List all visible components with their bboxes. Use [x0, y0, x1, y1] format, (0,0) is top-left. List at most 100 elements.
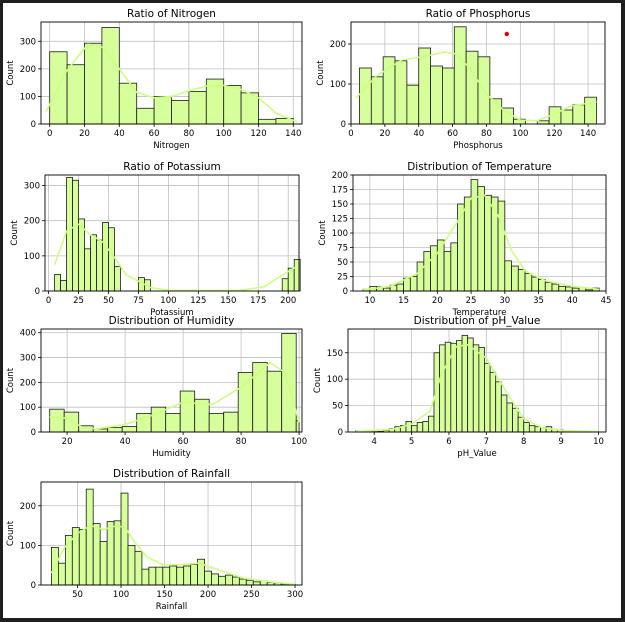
y-tick-label: 0 — [31, 581, 36, 591]
y-tick-label: 200 — [330, 40, 346, 50]
kde-curve — [363, 194, 600, 291]
x-axis-label: Nitrogen — [153, 141, 190, 151]
histogram-bar — [489, 371, 497, 433]
histogram-bar — [478, 347, 485, 433]
chart-title: Distribution of pH_Value — [414, 315, 541, 327]
histogram-bar — [531, 276, 539, 292]
y-tick-label: 200 — [20, 65, 36, 75]
x-tick-label: 100 — [160, 296, 176, 306]
y-axis-label: Count — [6, 520, 16, 546]
histogram-bar — [84, 248, 91, 292]
plot-frame — [44, 174, 300, 292]
histogram-bar — [500, 394, 508, 433]
x-tick-label: 140 — [285, 129, 301, 139]
histogram-bar — [183, 565, 192, 586]
x-tick-label: 7 — [484, 437, 489, 447]
histogram-bar — [477, 186, 485, 292]
histogram-bar — [416, 422, 424, 433]
histogram-bar — [238, 578, 247, 586]
x-tick-label: 40 — [567, 296, 578, 306]
x-tick-label: 8 — [521, 437, 526, 447]
y-tick-label: 100 — [327, 375, 343, 385]
histogram-bar — [396, 283, 404, 292]
histogram-bar — [78, 529, 87, 586]
histogram-bar — [106, 521, 115, 586]
x-tick-label: 140 — [580, 129, 596, 139]
figure-canvas: 0 20 40 60 80 100 120 140 0 100 200 300 Ratio of Nit… — [3, 3, 621, 618]
histogram-bar — [121, 426, 138, 433]
x-axis-label: pH_Value — [457, 449, 496, 459]
histogram-bar — [453, 26, 467, 125]
histogram-bar — [120, 492, 129, 586]
histogram-bar — [565, 286, 573, 292]
y-tick-label: 200 — [20, 502, 36, 512]
y-axis-label: Count — [10, 220, 20, 246]
histogram-bar — [171, 100, 190, 125]
x-tick-label: 20 — [432, 296, 443, 306]
histogram-bar — [108, 227, 115, 292]
x-tick-label: 80 — [481, 129, 492, 139]
y-tick-label: 25 — [337, 273, 348, 283]
histogram-bar — [162, 566, 171, 586]
subplot-4: 10 15 20 25 30 35 40 45 0 25 50 75 100 125 150 175 200 Di… — [318, 161, 611, 318]
histogram-bar — [495, 381, 502, 433]
histogram-bar — [472, 344, 480, 433]
y-tick-label: 0 — [343, 287, 348, 297]
x-tick-label: 100 — [216, 129, 232, 139]
x-tick-label: 0 — [348, 129, 353, 139]
histogram-bar — [85, 488, 94, 586]
histogram-bar — [66, 177, 73, 292]
y-tick-label: 150 — [327, 349, 343, 359]
y-tick-label: 300 — [24, 182, 40, 192]
histogram-bar — [427, 415, 435, 433]
histogram-bar — [101, 27, 120, 125]
x-tick-label: 200 — [200, 590, 216, 600]
histogram-bar — [484, 194, 492, 292]
y-axis-label: Count — [313, 367, 323, 393]
x-tick-label: 150 — [220, 296, 236, 306]
histogram-bar — [223, 411, 239, 433]
chart-title: Ratio of Nitrogen — [127, 8, 216, 20]
y-tick-label: 0 — [341, 120, 346, 130]
plot-frame — [40, 328, 303, 433]
histogram-bar — [114, 265, 121, 292]
histogram-bar — [208, 412, 225, 433]
histogram-bar — [444, 341, 452, 433]
histogram-bar — [433, 352, 441, 433]
histogram-bar — [430, 65, 443, 125]
histogram-bar — [252, 362, 268, 433]
histogram-bar — [497, 200, 506, 292]
chart-title: Distribution of Temperature — [407, 161, 552, 173]
red-marker-point — [504, 31, 509, 37]
histogram-bar — [223, 85, 242, 125]
histogram-bar — [394, 60, 408, 125]
x-tick-label: 150 — [156, 590, 172, 600]
x-tick-label: 50 — [103, 296, 114, 306]
histogram-bar — [370, 76, 384, 125]
histogram-bar — [558, 285, 566, 292]
x-tick-label: 6 — [446, 437, 451, 447]
plot-frame — [40, 481, 303, 586]
x-axis-label: Humidity — [152, 449, 191, 459]
y-tick-label: 175 — [332, 186, 348, 196]
histogram-bar — [266, 370, 283, 433]
y-axis-label: Count — [316, 60, 326, 86]
x-tick-label: 60 — [178, 437, 189, 447]
histogram-bar — [534, 426, 541, 433]
histogram-bar — [409, 276, 418, 292]
histogram-bar — [484, 362, 491, 433]
y-tick-label: 75 — [337, 244, 348, 254]
y-tick-label: 100 — [332, 229, 348, 239]
chart-title: Ratio of Phosphorus — [426, 8, 531, 20]
x-tick-label: 120 — [250, 129, 266, 139]
y-tick-label: 100 — [24, 252, 40, 262]
histogram-bar — [218, 575, 226, 586]
x-tick-label: 30 — [499, 296, 510, 306]
x-tick-label: 20 — [79, 129, 90, 139]
histogram-bar — [423, 251, 431, 292]
histogram-bar — [551, 283, 560, 292]
histogram-bar — [60, 280, 67, 292]
histogram-bar — [165, 412, 181, 433]
histogram-bar — [90, 234, 97, 292]
histogram-bar — [295, 420, 300, 433]
